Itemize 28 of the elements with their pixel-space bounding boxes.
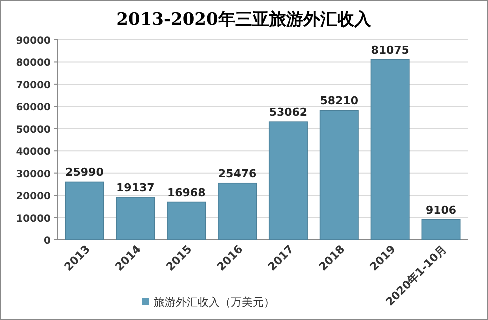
y-tick-label: 40000 bbox=[16, 147, 52, 158]
bar bbox=[320, 110, 359, 240]
y-tick-label: 30000 bbox=[16, 169, 52, 180]
y-tick-label: 60000 bbox=[16, 102, 52, 114]
data-label: 9106 bbox=[426, 204, 457, 217]
bar bbox=[218, 182, 258, 240]
data-label: 25476 bbox=[218, 167, 258, 180]
data-label: 81075 bbox=[371, 44, 410, 57]
y-tick-label: 80000 bbox=[16, 58, 52, 70]
bar bbox=[65, 182, 104, 240]
y-tick-label: 0 bbox=[44, 236, 52, 247]
bar bbox=[422, 219, 461, 240]
y-tick-label: 50000 bbox=[16, 124, 52, 136]
bar bbox=[116, 197, 156, 240]
data-label: 53062 bbox=[269, 106, 308, 120]
legend-label: 旅游外汇收入（万美元） bbox=[154, 296, 275, 309]
bar bbox=[268, 122, 308, 240]
data-label: 19137 bbox=[116, 181, 155, 194]
bar bbox=[370, 59, 410, 240]
y-tick-label: 90000 bbox=[16, 36, 52, 47]
y-tick-label: 10000 bbox=[16, 214, 52, 225]
bar bbox=[167, 202, 206, 240]
y-tick-label: 20000 bbox=[16, 192, 52, 203]
data-label: 25990 bbox=[66, 166, 104, 180]
data-label: 16968 bbox=[167, 186, 206, 200]
chart-title: 2013-2020年三亚旅游外汇收入 bbox=[116, 10, 372, 30]
data-label: 58210 bbox=[320, 94, 359, 108]
y-tick-label: 70000 bbox=[16, 80, 52, 92]
